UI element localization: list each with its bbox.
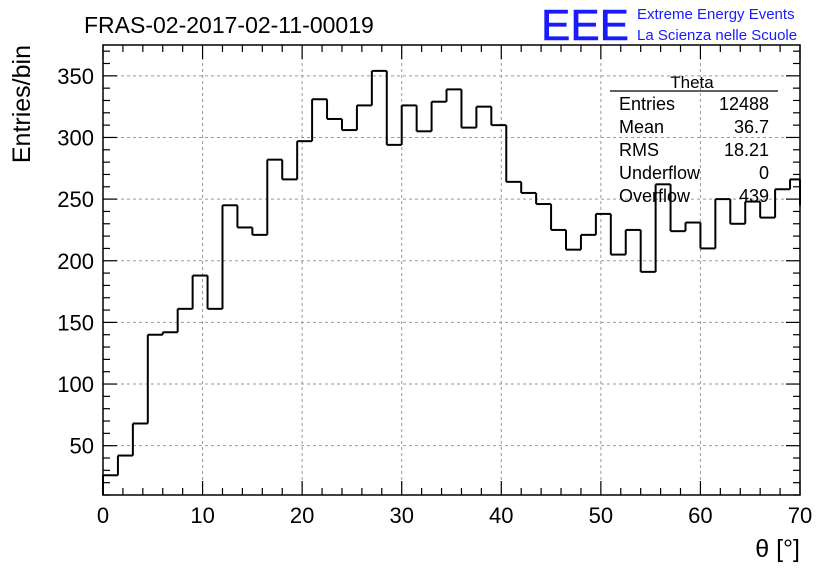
x-tick-label: 70 [788,503,812,528]
y-tick-label: 300 [57,125,94,150]
y-axis-label: Entries/bin [8,45,36,163]
axis-ticks [102,45,801,496]
x-tick-label: 10 [190,503,214,528]
stats-box: Theta Entries 12488 Mean 36.7 RMS 18.21 Underf… [610,73,778,206]
x-tick-label: 50 [589,503,613,528]
logo-line2: La Scienza nelle Scuole [637,27,797,44]
chart-title: FRAS-02-2017-02-11-00019 [84,12,374,38]
stats-value: 36.7 [734,117,769,137]
stats-label: Mean [619,117,664,137]
x-tick-label: 30 [389,503,413,528]
stats-title: Theta [670,73,714,92]
stats-value: 439 [739,186,769,206]
x-tick-label: 0 [97,503,109,528]
stats-label: Underflow [619,163,701,183]
y-tick-label: 350 [57,64,94,89]
stats-value: 0 [759,163,769,183]
y-tick-label: 200 [57,249,94,274]
y-tick-label: 150 [57,310,94,335]
y-tick-label: 250 [57,187,94,212]
x-tick-label: 60 [688,503,712,528]
logo-line1: Extreme Energy Events [637,6,795,23]
x-axis-label: θ [°] [755,535,800,563]
y-tick-label: 50 [70,434,94,459]
plot-frame [102,44,801,496]
stats-value: 12488 [719,94,769,114]
y-tick-labels: 50 100 150 200 250 300 350 [57,64,94,459]
y-tick-label: 100 [57,372,94,397]
eee-logo: EEE Extreme Energy Events La Scienza nel… [541,1,797,51]
logo-mark: EEE [541,1,629,50]
x-tick-labels: 0 10 20 30 40 50 60 70 [97,503,812,528]
stats-label: Entries [619,94,675,114]
grid-lines [103,45,800,495]
histogram-series [102,69,801,495]
stats-label: Overflow [619,186,691,206]
stats-value: 18.21 [724,140,769,160]
stats-label: RMS [619,140,659,160]
x-tick-label: 40 [489,503,513,528]
x-tick-label: 20 [290,503,314,528]
